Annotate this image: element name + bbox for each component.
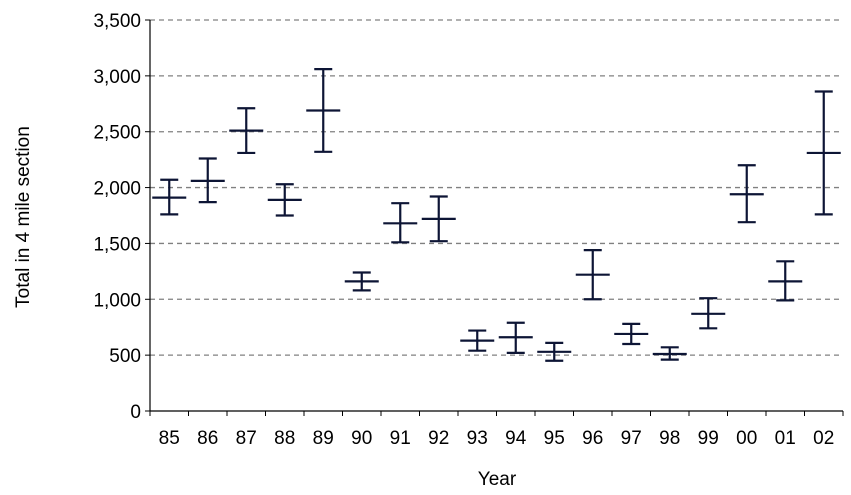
data-point-88 bbox=[267, 183, 302, 217]
x-tick-label: 00 bbox=[736, 428, 757, 449]
x-tick-label: 87 bbox=[236, 428, 257, 449]
x-tick-label: 95 bbox=[544, 428, 565, 449]
data-point-99 bbox=[691, 297, 726, 330]
x-tick-label: 92 bbox=[428, 428, 449, 449]
y-axis-tick-labels: 0 500 1,000 1,500 2,000 2,500 3,000 3,500 bbox=[93, 11, 141, 423]
x-axis-tick-labels: 85 86 87 88 89 90 91 92 93 94 95 96 97 98 99 00 01 02 bbox=[159, 428, 835, 449]
x-tick-label: 88 bbox=[274, 428, 295, 449]
x-tick-label: 93 bbox=[467, 428, 488, 449]
x-axis-title: Year bbox=[478, 469, 517, 490]
data-point-90 bbox=[344, 271, 379, 292]
y-tick-label: 3,000 bbox=[93, 67, 141, 88]
data-point-86 bbox=[190, 157, 225, 204]
y-tick-label: 1,500 bbox=[93, 234, 141, 255]
x-tick-label: 97 bbox=[621, 428, 642, 449]
x-tick-label: 86 bbox=[197, 428, 218, 449]
y-axis-title: Total in 4 mile section bbox=[13, 126, 34, 308]
x-tick-label: 90 bbox=[351, 428, 372, 449]
data-point-85 bbox=[152, 178, 187, 216]
data-point-92 bbox=[421, 195, 456, 243]
y-tick-label: 0 bbox=[130, 402, 141, 423]
data-point-98 bbox=[652, 346, 687, 361]
x-tick-label: 85 bbox=[159, 428, 180, 449]
data-point-00 bbox=[729, 164, 764, 224]
data-point-97 bbox=[614, 322, 649, 346]
x-tick-label: 94 bbox=[505, 428, 527, 449]
y-tick-label: 2,500 bbox=[93, 123, 141, 144]
data-point-96 bbox=[575, 249, 610, 301]
x-tick-label: 98 bbox=[659, 428, 680, 449]
data-point-01 bbox=[768, 260, 803, 302]
gridlines bbox=[150, 19, 843, 356]
y-tick-label: 3,500 bbox=[93, 11, 141, 32]
y-tick-label: 2,000 bbox=[93, 179, 141, 200]
y-tick-label: 500 bbox=[109, 346, 141, 367]
axes bbox=[145, 19, 844, 416]
x-tick-label: 96 bbox=[582, 428, 603, 449]
y-tick-label: 1,000 bbox=[93, 290, 141, 311]
data-point-93 bbox=[460, 329, 495, 352]
x-tick-label: 91 bbox=[390, 428, 411, 449]
data-point-02 bbox=[806, 90, 841, 216]
data-point-89 bbox=[306, 68, 341, 153]
data-point-87 bbox=[229, 107, 264, 155]
x-tick-label: 99 bbox=[698, 428, 719, 449]
data-point-91 bbox=[383, 202, 418, 244]
x-tick-label: 02 bbox=[813, 428, 834, 449]
data-point-94 bbox=[498, 321, 533, 355]
x-tick-label: 89 bbox=[313, 428, 334, 449]
data-point-95 bbox=[537, 341, 572, 362]
x-tick-label: 01 bbox=[775, 428, 796, 449]
data-markers bbox=[152, 68, 841, 362]
